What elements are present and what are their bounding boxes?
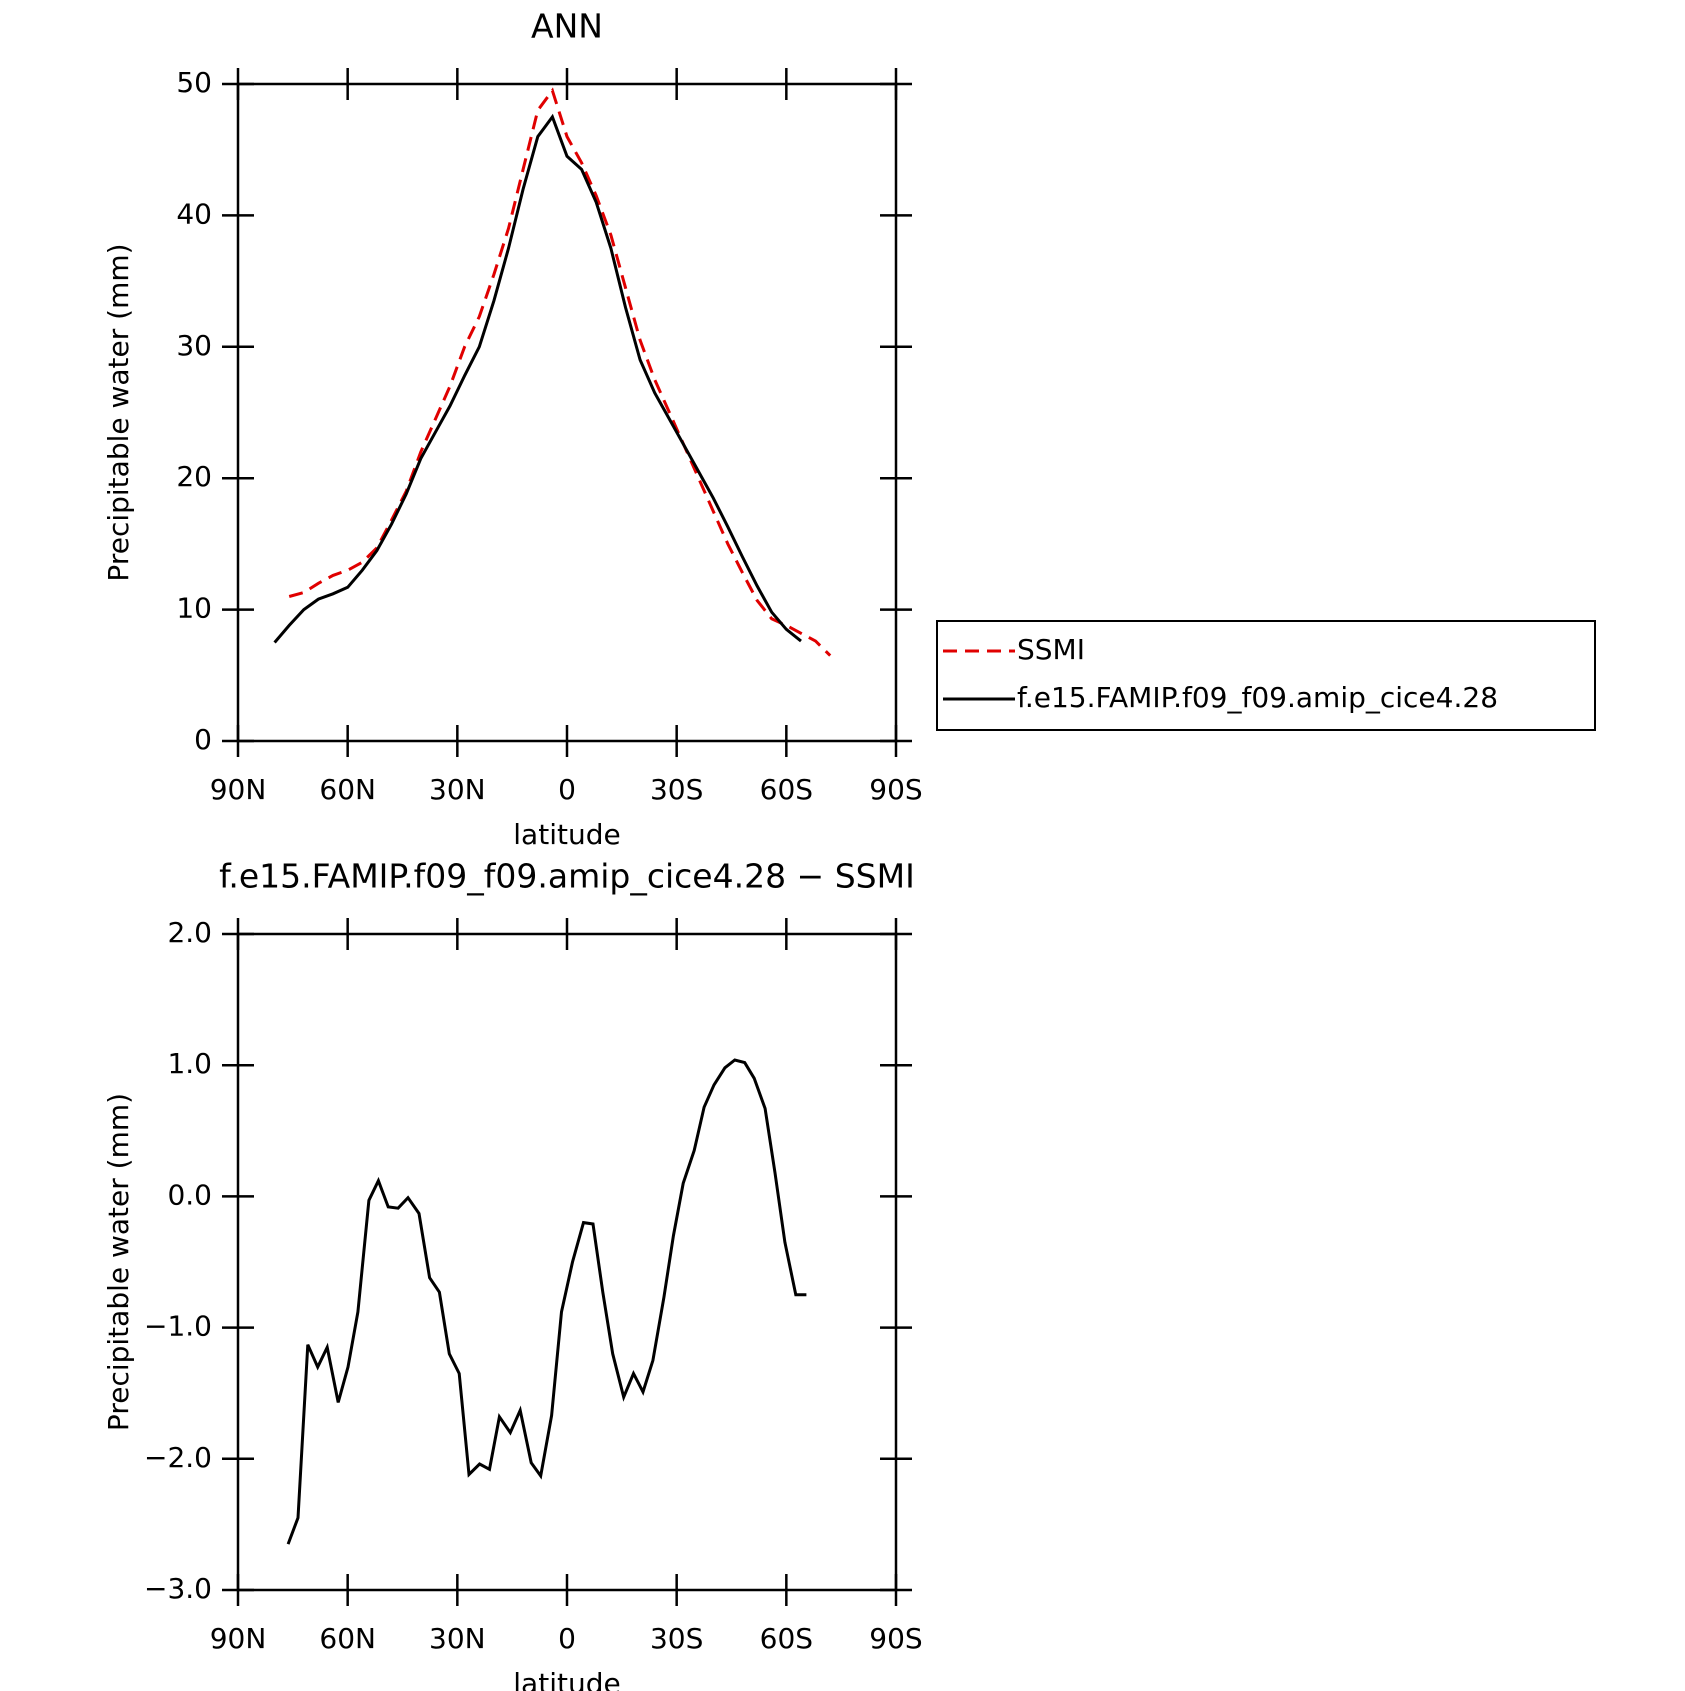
y-axis-label: Precipitable water (mm) (102, 1093, 135, 1431)
y-tick-label: 2.0 (167, 916, 212, 949)
x-axis-label: latitude (513, 1667, 620, 1691)
y-tick-label: 0 (194, 723, 212, 756)
x-tick-label: 30S (650, 773, 703, 806)
x-tick-label: 60S (760, 1622, 813, 1655)
y-tick-label: 1.0 (167, 1047, 212, 1080)
y-tick-label: −3.0 (144, 1572, 212, 1605)
x-tick-label: 60N (319, 1622, 376, 1655)
chart-title: ANN (531, 7, 603, 46)
legend-box (936, 620, 1596, 731)
legend-label: f.e15.FAMIP.f09_f09.amip_cice4.28 (1017, 681, 1498, 714)
x-tick-label: 90N (210, 1622, 267, 1655)
x-tick-label: 90N (210, 773, 267, 806)
x-tick-label: 30N (429, 1622, 486, 1655)
y-tick-label: −2.0 (144, 1441, 212, 1474)
y-tick-label: 20 (176, 460, 212, 493)
x-tick-label: 60S (760, 773, 813, 806)
y-tick-label: 50 (176, 66, 212, 99)
x-axis-label: latitude (513, 818, 620, 851)
data-line (286, 1058, 807, 1545)
data-line (273, 113, 802, 644)
x-tick-label: 90S (869, 1622, 922, 1655)
y-tick-label: −1.0 (144, 1310, 212, 1343)
y-axis-label: Precipitable water (mm) (102, 243, 135, 581)
x-tick-label: 30S (650, 1622, 703, 1655)
y-tick-label: 30 (176, 329, 212, 362)
chart-title: f.e15.FAMIP.f09_f09.amip_cice4.28 − SSMI (219, 857, 915, 896)
plot-frame (236, 932, 898, 1592)
x-tick-label: 90S (869, 773, 922, 806)
y-tick-label: 40 (176, 197, 212, 230)
y-tick-label: 0.0 (167, 1178, 212, 1211)
legend-label: SSMI (1017, 633, 1085, 666)
plot-frame (236, 82, 898, 743)
x-tick-label: 0 (558, 1622, 576, 1655)
x-tick-label: 60N (319, 773, 376, 806)
y-tick-label: 10 (176, 592, 212, 625)
data-line (288, 87, 832, 657)
x-tick-label: 30N (429, 773, 486, 806)
x-tick-label: 0 (558, 773, 576, 806)
